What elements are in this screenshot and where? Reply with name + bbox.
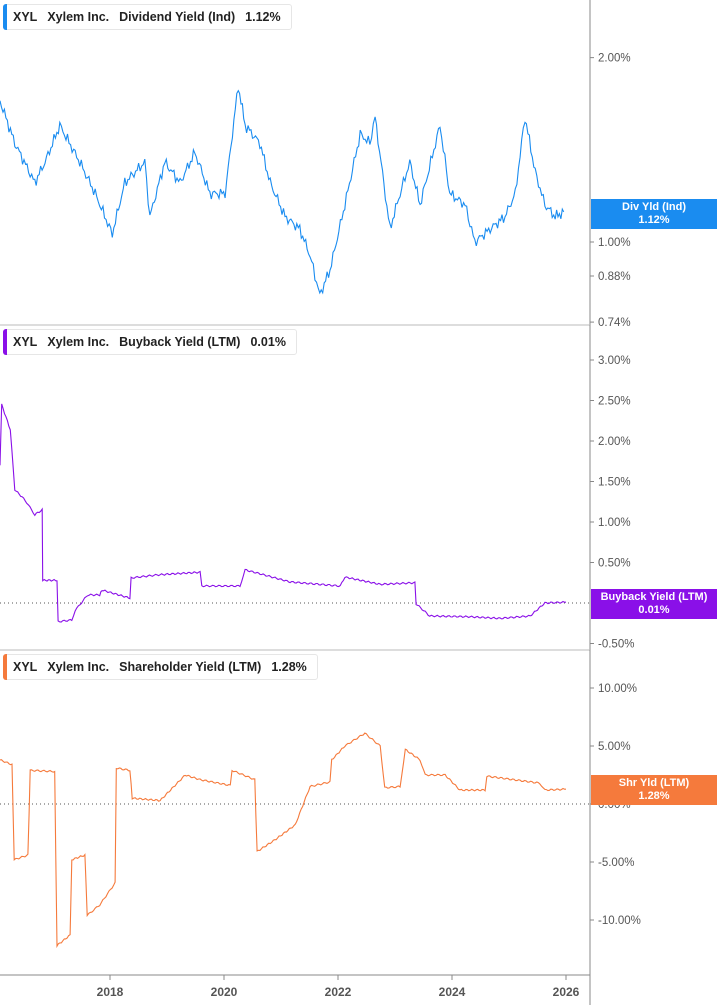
series-line: [0, 89, 565, 295]
series-color-bar: [3, 654, 7, 680]
series-value: 1.28%: [271, 660, 307, 674]
last-value-tag-buyback: Buyback Yield (LTM) 0.01%: [591, 589, 717, 619]
ticker: XYL: [13, 335, 38, 349]
y-tick-label: 3.00%: [598, 355, 631, 367]
last-value-tag-shareholder: Shr Yld (LTM) 1.28%: [591, 775, 717, 805]
series-title: Shareholder Yield (LTM): [119, 660, 262, 674]
x-tick-label: 2024: [439, 985, 466, 999]
y-tick-label: 0.74%: [598, 317, 631, 329]
y-tick-label: 1.50%: [598, 477, 631, 489]
ticker: XYL: [13, 10, 38, 24]
x-tick-label: 2018: [97, 985, 124, 999]
tag-value: 0.01%: [638, 604, 670, 616]
y-tick-label: 2.00%: [598, 53, 631, 65]
y-tick-label: -0.50%: [598, 639, 634, 651]
y-tick-label: 0.50%: [598, 558, 631, 570]
y-tick-label: -10.00%: [598, 915, 641, 927]
tag-title: Shr Yld (LTM): [618, 777, 690, 789]
ticker: XYL: [13, 660, 38, 674]
series-color-bar: [3, 4, 7, 30]
series-line: [0, 732, 566, 949]
series-title: Dividend Yield (Ind): [119, 10, 236, 24]
series-value: 0.01%: [250, 335, 286, 349]
x-tick-label: 2022: [325, 985, 352, 999]
company: Xylem Inc.: [47, 660, 110, 674]
panel-header-shareholder: XYL Xylem Inc. Shareholder Yield (LTM) 1.28…: [3, 654, 318, 680]
panel-header-buyback: XYL Xylem Inc. Buyback Yield (LTM) 0.01%: [3, 329, 297, 355]
tag-value: 1.12%: [638, 214, 670, 226]
y-tick-label: 10.00%: [598, 683, 637, 695]
company: Xylem Inc.: [47, 10, 110, 24]
y-tick-label: 2.00%: [598, 436, 631, 448]
series-value: 1.12%: [245, 10, 281, 24]
panel-header-dividend: XYL Xylem Inc. Dividend Yield (Ind) 1.12%: [3, 4, 292, 30]
last-value-tag-dividend: Div Yld (Ind) 1.12%: [591, 199, 717, 229]
series-title: Buyback Yield (LTM): [119, 335, 241, 349]
x-tick-label: 2020: [211, 985, 238, 999]
tag-value: 1.28%: [638, 790, 670, 802]
y-tick-label: 2.50%: [598, 396, 631, 408]
tag-title: Div Yld (Ind): [622, 201, 686, 213]
x-tick-label: 2026: [553, 985, 580, 999]
tag-title: Buyback Yield (LTM): [600, 591, 708, 603]
y-tick-label: 1.00%: [598, 517, 631, 529]
series-color-bar: [3, 329, 7, 355]
y-tick-label: 0.88%: [598, 271, 631, 283]
y-tick-label: 5.00%: [598, 741, 631, 753]
y-tick-label: -5.00%: [598, 857, 634, 869]
series-line: [0, 403, 566, 623]
company: Xylem Inc.: [47, 335, 110, 349]
y-tick-label: 1.00%: [598, 237, 631, 249]
